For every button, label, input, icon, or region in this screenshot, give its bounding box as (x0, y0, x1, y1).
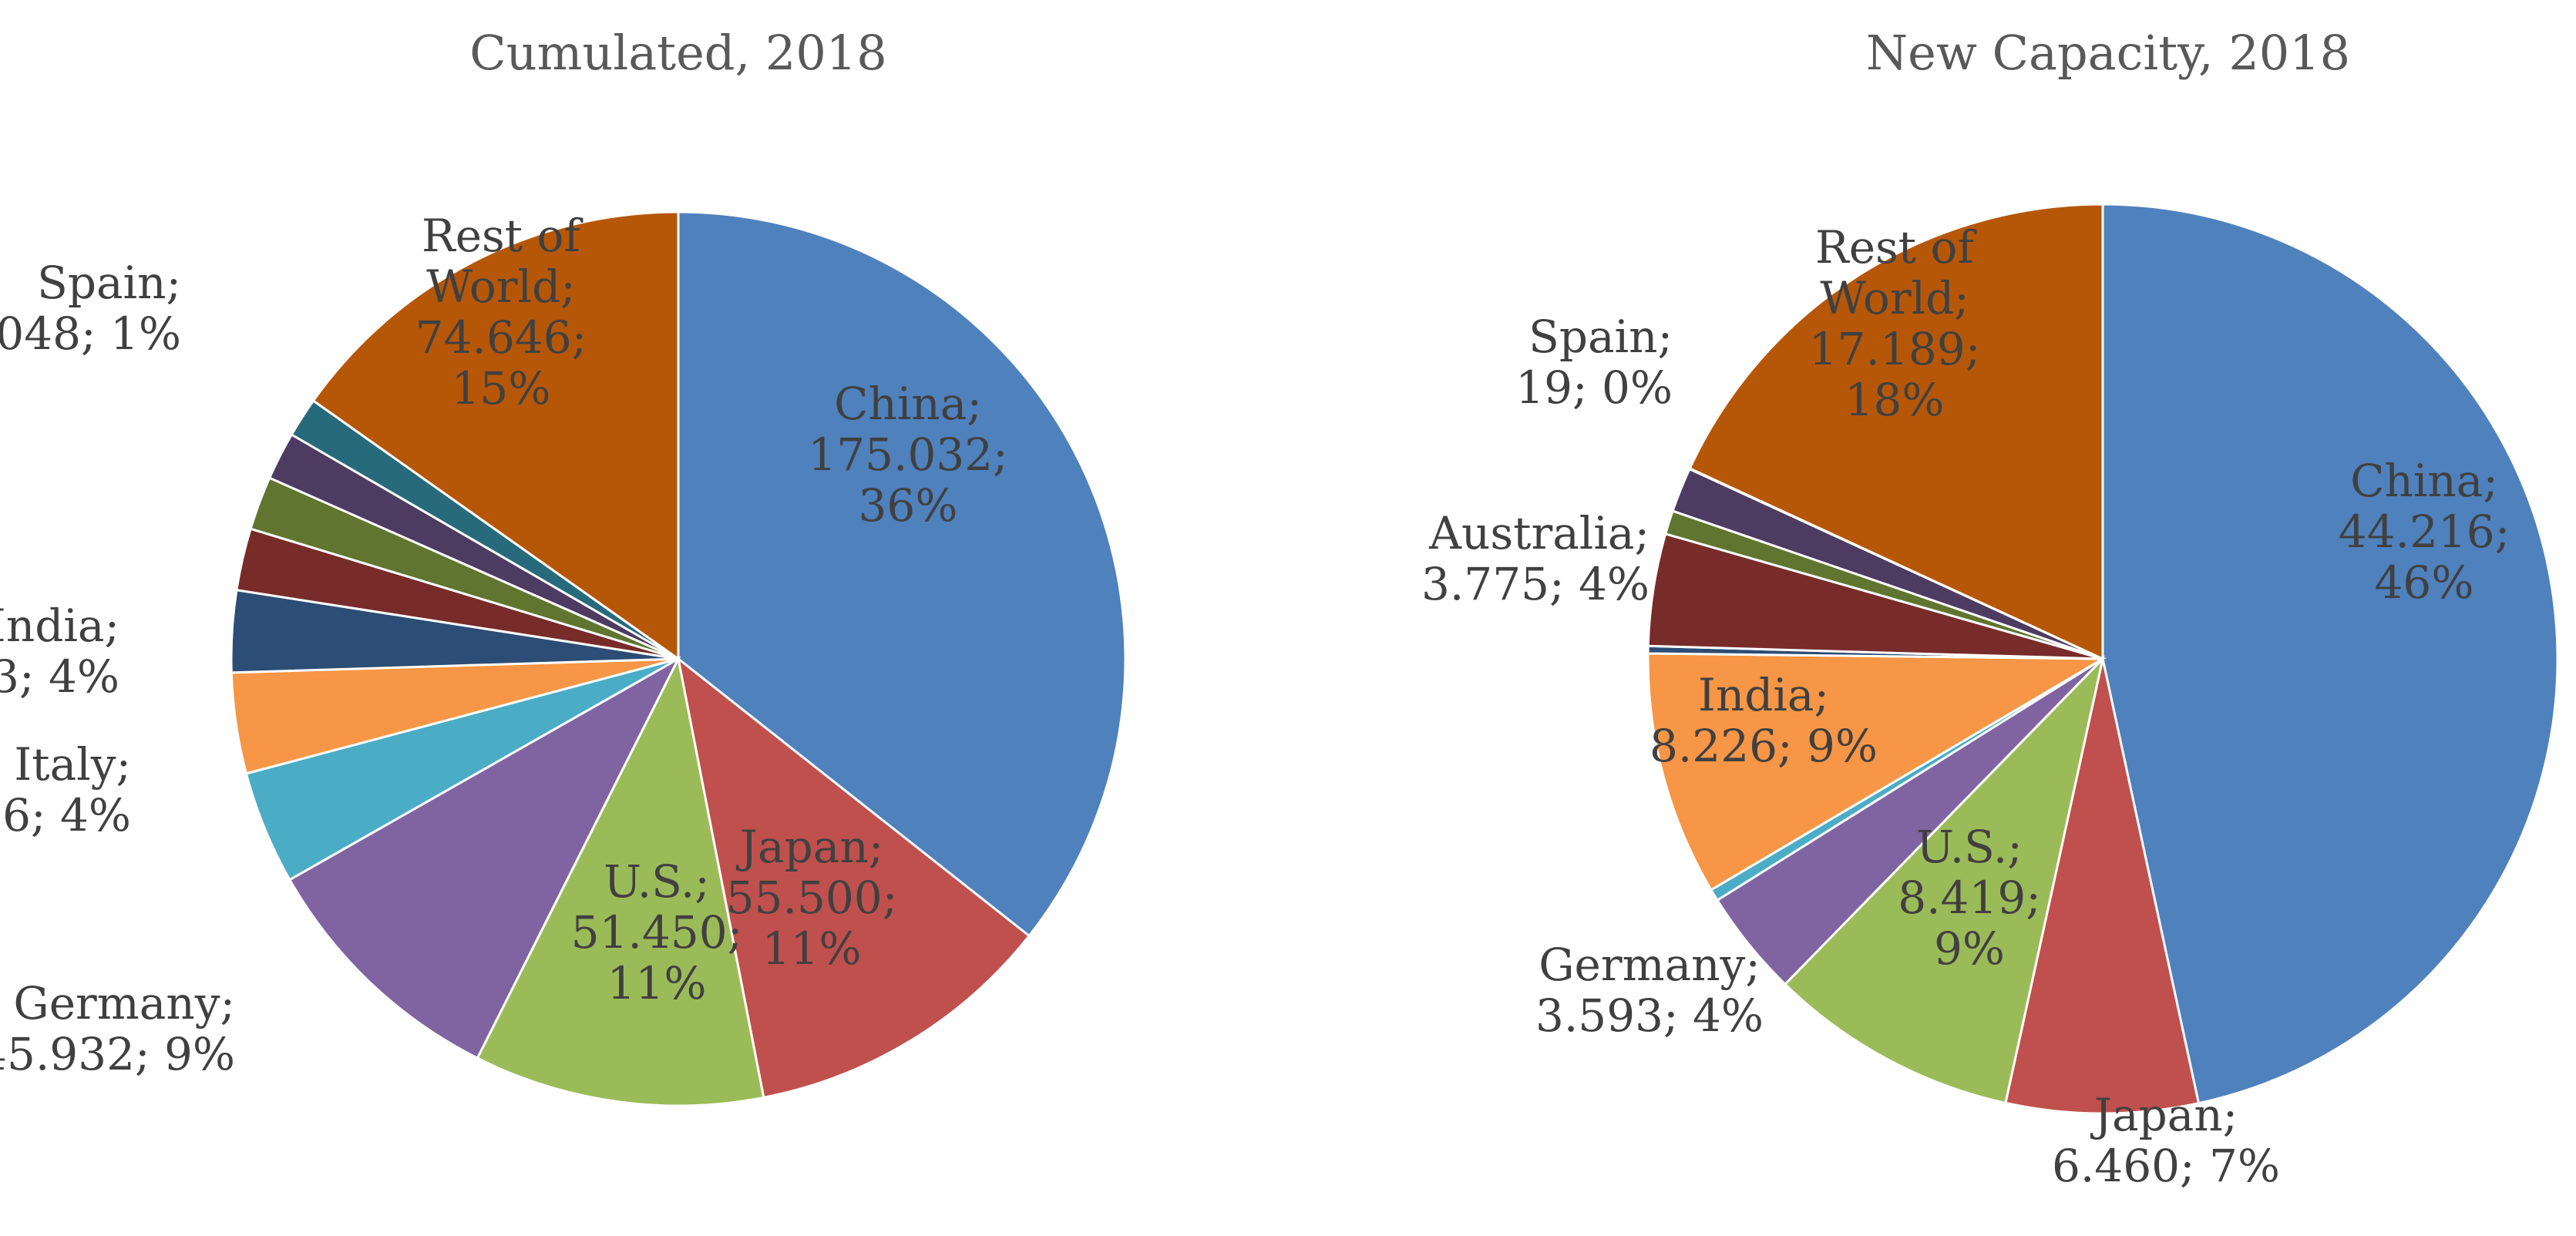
pie-title-new-capacity: New Capacity, 2018 (1866, 25, 2350, 81)
data-label-italy: Italy;20.126; 4% (0, 738, 131, 841)
data-label-rest-of-world: Rest of World; 17.189; 18% (1809, 221, 1980, 426)
data-label-india: India;17.873; 4% (0, 600, 119, 703)
data-label-rest-of-world: Rest of World; 74.646; 15% (415, 210, 587, 415)
pie-slice-china (677, 210, 1127, 938)
data-label-india: India; 8.226; 9% (1650, 669, 1878, 772)
pie-title-cumulated: Cumulated, 2018 (469, 25, 886, 81)
data-label-japan: Japan; 55.500; 11% (726, 821, 897, 975)
pie-slice-germany (288, 656, 681, 1060)
data-label-u-s: U.S.; 8.419; 9% (1898, 821, 2041, 975)
pie-chart-new-capacity: New Capacity, 2018 China; 44.216; 46% Japan… (1421, 25, 2559, 1192)
pie-slice-china (2101, 203, 2559, 1105)
pie-slice-rest-of-world (311, 210, 680, 661)
data-label-germany: Germany; 3.593; 4% (1535, 939, 1764, 1042)
pie-chart-cumulated: Cumulated, 2018 China; 175.032; 36% Japan; 5… (0, 25, 1127, 1107)
data-label-china: China; 44.216; 46% (2339, 455, 2510, 609)
pie-slice-rest-of-world (1688, 203, 2104, 661)
pie-slice-japan (676, 656, 1031, 1100)
data-label-spain: Spain; 19; 0% (1515, 311, 1673, 414)
pie-slice-india (1646, 652, 2107, 892)
data-label-china: China; 175.032; 36% (808, 378, 1007, 532)
data-label-japan: Japan; 6.460; 7% (2052, 1089, 2280, 1192)
data-label-germany: Germany; 45.932; 9% (0, 977, 235, 1080)
pie-slice-japan (2004, 658, 2201, 1115)
pie-slice-u-s (1783, 655, 2105, 1105)
data-label-spain: Spain;7.048; 1% (0, 257, 181, 360)
data-label-u-s: U.S.; 51.450; 11% (571, 855, 742, 1009)
pie-slice-u-s (476, 655, 765, 1107)
data-label-australia: Australia; 3.775; 4% (1421, 507, 1650, 610)
